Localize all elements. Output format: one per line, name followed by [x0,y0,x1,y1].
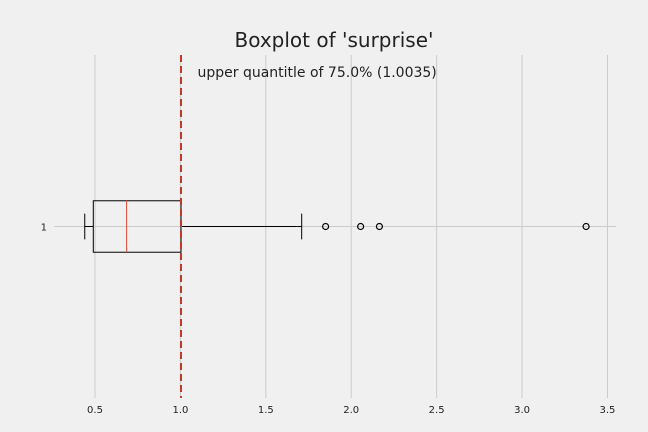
outlier-point [322,222,330,231]
x-tick-label: 1.0 [172,405,188,416]
plot-layer [84,55,590,398]
x-tick-label: 1.5 [258,405,274,416]
chart-title: Boxplot of 'surprise' [234,28,433,52]
outlier-point [582,222,590,231]
x-tick-label: 2.0 [343,405,359,416]
x-tick-label: 0.5 [87,405,103,416]
axis-layer: 0.5 1.0 1.5 2.0 2.5 3.0 3.5 1 [41,223,616,417]
x-tick-label: 2.5 [429,405,445,416]
x-tick-label: 3.5 [600,405,616,416]
x-tick-label: 3.0 [514,405,530,416]
annotation-text: upper quantitle of 75.0% (1.0035) [197,65,436,81]
outlier-point [375,222,384,231]
outlier-point [357,222,365,231]
y-tick-label: 1 [41,223,47,234]
grid-layer [54,55,616,398]
